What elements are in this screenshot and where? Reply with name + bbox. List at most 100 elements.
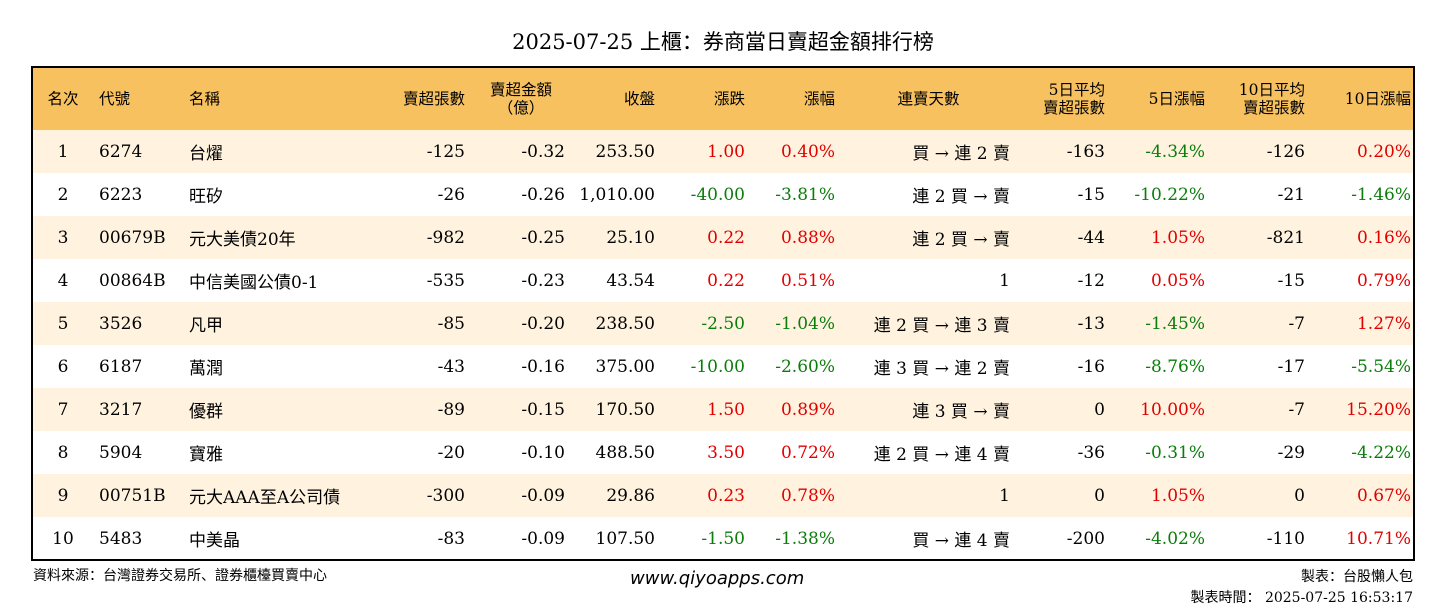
cell-change: 0.22 bbox=[707, 270, 745, 291]
header-sell-volume: 賣超張數 bbox=[402, 90, 465, 108]
header-sell-amount-line2: （億） bbox=[497, 99, 545, 117]
cell-close: 1,010.00 bbox=[579, 184, 655, 205]
cell-change-pct: 0.88% bbox=[780, 227, 835, 248]
cell-change-pct: 0.89% bbox=[780, 399, 835, 420]
cell-change: 0.22 bbox=[707, 227, 745, 248]
cell-code: 00864B bbox=[99, 270, 166, 291]
cell-rank: 6 bbox=[57, 356, 69, 377]
cell-sell-amount: -0.23 bbox=[521, 270, 565, 291]
cell-rank: 9 bbox=[57, 485, 69, 506]
cell-change-pct: 0.51% bbox=[780, 270, 835, 291]
cell-change: 3.50 bbox=[707, 442, 745, 463]
header-avg10: 10日平均 賣超張數 bbox=[1211, 68, 1311, 130]
cell-change-pct: -3.81% bbox=[775, 184, 835, 205]
cell-code: 3526 bbox=[99, 313, 143, 334]
header-name: 名稱 bbox=[189, 90, 221, 108]
cell-chg10: 1.27% bbox=[1356, 313, 1411, 334]
header-sell-amount: 賣超金額 （億） bbox=[471, 68, 571, 130]
cell-sell-volume: -535 bbox=[426, 270, 465, 291]
header-sell-amount-line1: 賣超金額 bbox=[489, 81, 552, 99]
cell-avg10: -126 bbox=[1266, 141, 1305, 162]
cell-change-pct: -1.04% bbox=[775, 313, 835, 334]
footer-meta: 製表：台股懶人包 製表時間： 2025-07-25 16:53:17 bbox=[1191, 567, 1414, 609]
cell-change: -10.00 bbox=[690, 356, 745, 377]
cell-avg5: -15 bbox=[1077, 184, 1105, 205]
cell-rank: 5 bbox=[57, 313, 69, 334]
cell-chg5: -1.45% bbox=[1145, 313, 1205, 334]
table-row: 4 00864B 中信美國公債0-1 -535 -0.23 43.54 0.22 0.51% 1… bbox=[33, 259, 1413, 302]
cell-sell-amount: -0.25 bbox=[521, 227, 565, 248]
cell-close: 107.50 bbox=[595, 528, 655, 549]
cell-chg10: 0.67% bbox=[1356, 485, 1411, 506]
ranking-table: 名次 代號 名稱 賣超張數 賣超金額 （億） 收盤 漲跌 漲幅 連賣天數 5日平… bbox=[33, 68, 1413, 559]
cell-streak: 連 3 買 → 賣 bbox=[912, 402, 1010, 422]
cell-rank: 8 bbox=[57, 442, 69, 463]
cell-chg10: 10.71% bbox=[1346, 528, 1411, 549]
cell-name: 元大AAA至A公司債 bbox=[189, 488, 341, 508]
header-close: 收盤 bbox=[623, 90, 655, 108]
cell-chg5: 1.05% bbox=[1150, 227, 1205, 248]
ranking-table-container: 名次 代號 名稱 賣超張數 賣超金額 （億） 收盤 漲跌 漲幅 連賣天數 5日平… bbox=[31, 66, 1415, 561]
table-row: 1 6274 台燿 -125 -0.32 253.50 1.00 0.40% 買 → 連 2 賣… bbox=[33, 130, 1413, 173]
cell-avg5: 0 bbox=[1094, 485, 1105, 506]
header-chg5: 5日漲幅 bbox=[1148, 90, 1205, 108]
table-row: 8 5904 寶雅 -20 -0.10 488.50 3.50 0.72% 連 2 買 → 連 … bbox=[33, 431, 1413, 474]
cell-avg10: -15 bbox=[1277, 270, 1305, 291]
cell-change: -40.00 bbox=[690, 184, 745, 205]
cell-change-pct: 0.40% bbox=[780, 141, 835, 162]
cell-close: 29.86 bbox=[606, 485, 655, 506]
table-maker: 製表：台股懶人包 bbox=[1301, 569, 1413, 585]
cell-sell-volume: -26 bbox=[437, 184, 465, 205]
cell-code: 6223 bbox=[99, 184, 143, 205]
cell-change-pct: -1.38% bbox=[775, 528, 835, 549]
cell-avg5: -12 bbox=[1077, 270, 1105, 291]
cell-sell-amount: -0.32 bbox=[521, 141, 565, 162]
cell-sell-amount: -0.09 bbox=[521, 528, 565, 549]
cell-chg5: -4.02% bbox=[1145, 528, 1205, 549]
cell-code: 5483 bbox=[99, 528, 143, 549]
cell-avg10: -7 bbox=[1288, 399, 1305, 420]
website-link[interactable]: www.qiyoapps.com bbox=[630, 568, 805, 589]
header-row: 名次 代號 名稱 賣超張數 賣超金額 （億） 收盤 漲跌 漲幅 連賣天數 5日平… bbox=[33, 68, 1413, 130]
cell-avg5: -13 bbox=[1077, 313, 1105, 334]
cell-avg10: -29 bbox=[1277, 442, 1305, 463]
cell-code: 6187 bbox=[99, 356, 143, 377]
cell-avg5: -36 bbox=[1077, 442, 1105, 463]
header-rank: 名次 bbox=[47, 90, 79, 108]
cell-change-pct: 0.78% bbox=[780, 485, 835, 506]
cell-streak: 連 3 買 → 連 2 賣 bbox=[873, 359, 1010, 379]
cell-change-pct: 0.72% bbox=[780, 442, 835, 463]
page-title: 2025-07-25 上櫃：券商當日賣超金額排行榜 bbox=[512, 30, 934, 54]
cell-sell-amount: -0.09 bbox=[521, 485, 565, 506]
cell-change: 0.23 bbox=[707, 485, 745, 506]
data-source: 資料來源：台灣證券交易所、證券櫃檯買賣中心 bbox=[33, 568, 327, 584]
cell-chg10: -4.22% bbox=[1351, 442, 1411, 463]
cell-sell-amount: -0.20 bbox=[521, 313, 565, 334]
cell-avg5: -44 bbox=[1077, 227, 1105, 248]
cell-change: -2.50 bbox=[701, 313, 745, 334]
cell-sell-amount: -0.16 bbox=[521, 356, 565, 377]
cell-name: 元大美債20年 bbox=[189, 230, 296, 250]
cell-sell-volume: -43 bbox=[437, 356, 465, 377]
cell-avg10: -21 bbox=[1277, 184, 1305, 205]
cell-sell-amount: -0.10 bbox=[521, 442, 565, 463]
cell-rank: 4 bbox=[57, 270, 69, 291]
cell-streak: 1 bbox=[999, 270, 1010, 291]
cell-chg5: -10.22% bbox=[1134, 184, 1205, 205]
cell-chg10: 15.20% bbox=[1346, 399, 1411, 420]
cell-chg10: 0.20% bbox=[1356, 141, 1411, 162]
cell-sell-amount: -0.26 bbox=[521, 184, 565, 205]
cell-chg5: -0.31% bbox=[1145, 442, 1205, 463]
table-row: 10 5483 中美晶 -83 -0.09 107.50 -1.50 -1.38% 買 → 連 … bbox=[33, 517, 1413, 559]
header-avg5-line2: 賣超張數 bbox=[1042, 99, 1105, 117]
cell-avg10: -7 bbox=[1288, 313, 1305, 334]
cell-chg5: 1.05% bbox=[1150, 485, 1205, 506]
cell-sell-volume: -20 bbox=[437, 442, 465, 463]
cell-change-pct: -2.60% bbox=[775, 356, 835, 377]
cell-chg10: -5.54% bbox=[1351, 356, 1411, 377]
cell-close: 25.10 bbox=[606, 227, 655, 248]
header-streak: 連賣天數 bbox=[897, 90, 960, 108]
table-row: 6 6187 萬潤 -43 -0.16 375.00 -10.00 -2.60% 連 3 買 →… bbox=[33, 345, 1413, 388]
cell-avg5: -200 bbox=[1066, 528, 1105, 549]
table-row: 7 3217 優群 -89 -0.15 170.50 1.50 0.89% 連 3 買 → 賣 0… bbox=[33, 388, 1413, 431]
